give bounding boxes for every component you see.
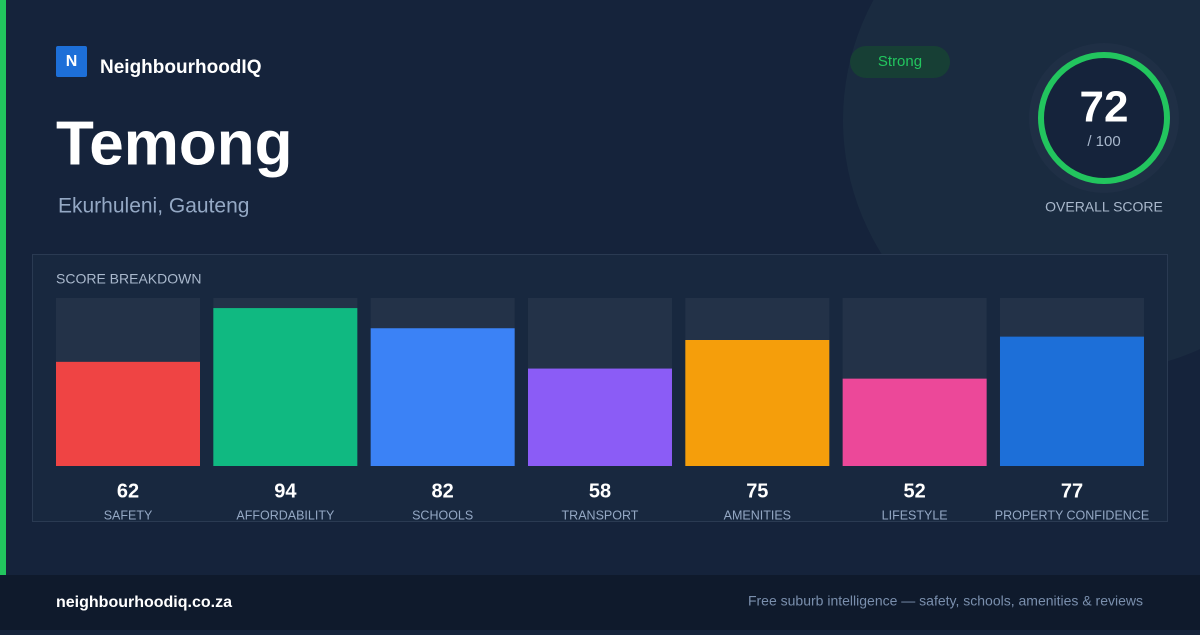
bar xyxy=(56,361,200,466)
category-label: PROPERTY CONFIDENCE xyxy=(995,508,1149,522)
bar xyxy=(685,340,830,466)
footer-bar xyxy=(0,575,1200,630)
category-label: SAFETY xyxy=(104,508,153,522)
category-label: SCHOOLS xyxy=(412,508,473,522)
bar xyxy=(999,336,1144,466)
breakdown-title: SCORE BREAKDOWN xyxy=(56,271,201,287)
bar xyxy=(370,328,515,466)
score-max: / 100 xyxy=(1087,133,1120,150)
value-label: 94 xyxy=(274,480,297,502)
footer-tagline: Free suburb intelligence — safety, schoo… xyxy=(748,593,1143,609)
value-label: 82 xyxy=(432,480,454,502)
value-label: 75 xyxy=(746,480,768,502)
bar xyxy=(527,368,672,466)
suburb-location: Ekurhuleni, Gauteng xyxy=(58,195,249,218)
category-label: LIFESTYLE xyxy=(882,508,948,522)
badge-text: Strong xyxy=(878,53,922,70)
value-label: 58 xyxy=(589,480,611,502)
badge xyxy=(850,46,950,78)
value-label: 62 xyxy=(117,480,139,502)
logo-letter: N xyxy=(66,53,78,70)
bar xyxy=(842,378,987,466)
category-label: TRANSPORT xyxy=(562,508,639,522)
bar xyxy=(213,308,358,466)
brand-name: NeighbourhoodIQ xyxy=(100,57,261,78)
category-label: AMENITIES xyxy=(724,508,791,522)
footer-url: neighbourhoodiq.co.za xyxy=(56,594,232,611)
suburb-name: Temong xyxy=(56,109,293,178)
category-label: AFFORDABILITY xyxy=(236,508,335,522)
value-label: 77 xyxy=(1061,480,1083,502)
score-ring xyxy=(1038,52,1170,184)
score-caption: OVERALL SCORE xyxy=(1045,199,1163,215)
logo-box xyxy=(56,46,87,77)
score-value: 72 xyxy=(1080,83,1129,132)
accent-stripe xyxy=(0,0,6,575)
value-label: 52 xyxy=(904,480,926,502)
